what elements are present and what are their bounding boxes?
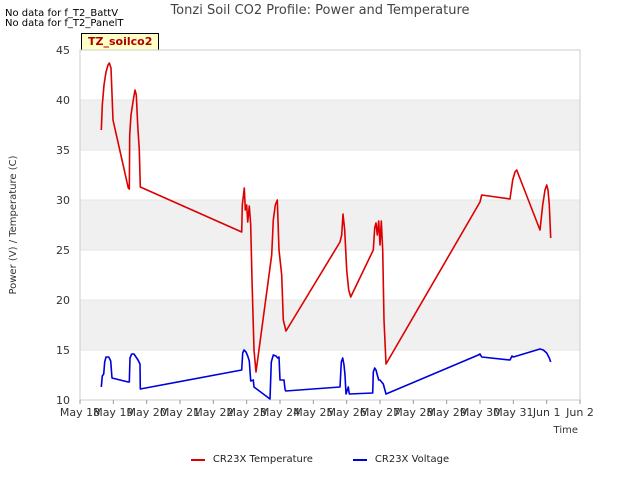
legend-item-temperature: CR23X Temperature	[190, 454, 313, 465]
chart-title: Tonzi Soil CO2 Profile: Power and Temper…	[170, 3, 470, 18]
y-tick-label: 25	[56, 244, 70, 257]
x-tick-label: May 18	[60, 406, 100, 419]
y-axis-ticks: 10 15 20 25 30 35 40 45	[56, 44, 70, 407]
no-data-notice-panelt: No data for f_T2_PanelT	[5, 18, 124, 29]
x-axis-label: Time	[553, 425, 578, 436]
band-5	[80, 100, 580, 150]
band-3	[80, 200, 580, 250]
band-1	[80, 300, 580, 350]
y-tick-label: 15	[56, 344, 70, 357]
band-6	[80, 50, 580, 100]
x-tick-label: Jun 1	[532, 406, 561, 419]
site-label-badge: TZ_soilco2	[81, 33, 160, 51]
y-tick-label: 45	[56, 44, 70, 57]
legend: CR23X Temperature CR23X Voltage	[0, 454, 640, 465]
band-4	[80, 150, 580, 200]
chart-series	[100, 62, 552, 400]
x-tick-label: May 20	[127, 406, 167, 419]
series-line-cr23x-voltage	[100, 348, 552, 400]
x-tick-label: May 21	[160, 406, 200, 419]
series-line-cr23x-temperature	[100, 62, 552, 373]
plot-frame	[79, 49, 581, 401]
band-0	[80, 350, 580, 400]
y-axis-label: Power (V) / Temperature (C)	[8, 155, 19, 294]
x-tick-label: May 28	[393, 406, 433, 419]
legend-swatch-temperature	[190, 458, 205, 461]
legend-swatch-voltage	[352, 458, 367, 461]
x-tick-label: May 26	[327, 406, 367, 419]
x-tick-label: May 23	[227, 406, 267, 419]
no-data-notice-battv: No data for f_T2_BattV	[5, 8, 119, 19]
x-tick-label: May 22	[193, 406, 233, 419]
x-tick-label: May 25	[293, 406, 333, 419]
x-tick-label: May 24	[260, 406, 300, 419]
x-tick-label: May 30	[460, 406, 500, 419]
y-tick-label: 40	[56, 94, 70, 107]
x-tick-label: May 31	[493, 406, 533, 419]
x-tick-label: May 27	[360, 406, 400, 419]
y-tick-label: 35	[56, 144, 70, 157]
legend-item-voltage: CR23X Voltage	[352, 454, 450, 465]
chart-bands	[80, 50, 580, 400]
y-tick-label: 20	[56, 294, 70, 307]
y-tick-label: 10	[56, 394, 70, 407]
x-tick-label: May 29	[427, 406, 467, 419]
y-tick-label: 30	[56, 194, 70, 207]
legend-label-temperature: CR23X Temperature	[212, 454, 313, 465]
x-tick-label: May 19	[93, 406, 133, 419]
legend-label-voltage: CR23X Voltage	[374, 454, 450, 465]
x-tick-label: Jun 2	[565, 406, 594, 419]
